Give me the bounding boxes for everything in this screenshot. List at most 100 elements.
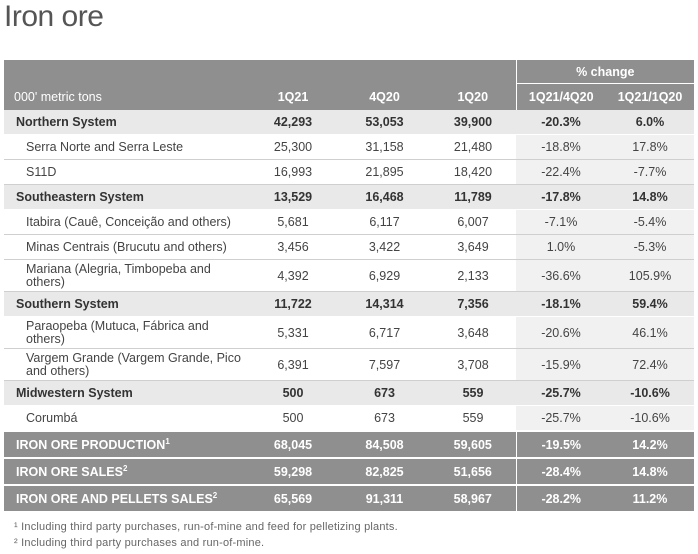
table-cell: -25.7% [516,380,606,406]
table-cell: 7,356 [430,291,516,317]
footnote-marker: 2 [212,490,218,500]
table-cell: 3,422 [339,234,430,260]
table-cell: -28.2% [515,484,606,511]
row-label-text: Northern System [16,115,117,129]
table-row: Vargem Grande (Vargem Grande, Pico and o… [4,348,695,381]
table-cell: -28.4% [515,457,606,485]
table-row: Corumbá 500 673 559 -25.7% -10.6% [4,405,695,432]
table-cell: 25,300 [247,134,339,160]
table-cell: -36.6% [516,259,606,292]
table-cell: -17.8% [516,184,606,210]
table-cell: 16,993 [247,159,339,185]
table-cell: 11,789 [430,184,516,210]
table-cell: 6,391 [247,348,339,381]
table-row: Minas Centrais (Brucutu and others) 3,456… [4,234,695,260]
table-cell: 5,331 [247,316,339,349]
pct-change-header: % change [515,60,695,84]
footnotes: ¹ Including third party purchases, run-o… [14,519,398,551]
table-cell: 105.9% [606,259,695,292]
table-cell: 58,967 [430,484,516,511]
total-row: IRON ORE SALES2 59,298 82,825 51,656 -28.4% 1… [4,457,695,485]
table-row: Paraopeba (Mutuca, Fábrica and others) 5,… [4,316,695,349]
table-cell: 18,420 [430,159,516,185]
table-cell: 68,045 [247,430,339,458]
table-cell: -25.7% [516,405,606,432]
table-cell: 4,392 [247,259,339,292]
row-label: Southeastern System [4,184,247,210]
col-header-1q21-1q20: 1Q21/1Q20 [606,83,695,110]
table-cell: 84,508 [339,430,430,458]
table-cell: 16,468 [339,184,430,210]
table-cell: 31,158 [339,134,430,160]
table-cell: 46.1% [606,316,695,349]
footnote-marker: 1 [165,436,170,446]
table-cell: -5.3% [606,234,695,260]
table-cell: -10.6% [606,380,695,406]
table-cell: -5.4% [606,209,695,235]
table-cell: -22.4% [516,159,606,185]
row-label-text: IRON ORE PRODUCTION [16,438,166,453]
row-label-text: IRON ORE AND PELLETS SALES [16,492,213,507]
row-label: Corumbá [4,405,247,432]
row-label: IRON ORE SALES2 [4,457,247,485]
table-cell: 500 [247,405,339,432]
table-cell: 17.8% [606,134,695,160]
table-row: Serra Norte and Serra Leste 25,300 31,158 2… [4,134,695,160]
row-label: Itabira (Cauê, Conceição and others) [4,209,247,235]
table-cell: 42,293 [247,110,339,135]
table-cell: 6,717 [339,316,430,349]
table-cell: 14.8% [606,457,695,485]
system-row: Midwestern System 500 673 559 -25.7% -10.6% [4,380,695,406]
table-cell: 72.4% [606,348,695,381]
row-label-text: S11D [26,165,57,179]
row-label-text: Southeastern System [16,190,144,204]
col-header-1q21-4q20: 1Q21/4Q20 [515,83,606,110]
row-label: Minas Centrais (Brucutu and others) [4,234,247,260]
row-label: Southern System [4,291,247,317]
header-row-top: % change [4,60,695,84]
table-cell: 673 [339,405,430,432]
row-label: IRON ORE PRODUCTION1 [4,430,247,458]
table-cell: -10.6% [606,405,695,432]
table-cell: 21,480 [430,134,516,160]
table-cell: 65,569 [247,484,339,511]
table-cell: -18.1% [516,291,606,317]
table-cell: -7.7% [606,159,695,185]
table-cell: 21,895 [339,159,430,185]
table-cell: 6,929 [339,259,430,292]
table-cell: 3,648 [430,316,516,349]
system-row: Southeastern System 13,529 16,468 11,789 -17… [4,184,695,210]
table-cell: 91,311 [339,484,430,511]
table-cell: 559 [430,380,516,406]
iron-ore-table: % change 000' metric tons 1Q21 4Q20 1Q20… [4,60,695,511]
row-label-text: Serra Norte and Serra Leste [26,140,184,154]
table-cell: 3,708 [430,348,516,381]
total-row: IRON ORE AND PELLETS SALES2 65,569 91,311 5… [4,484,695,511]
table-cell: 500 [247,380,339,406]
system-row: Northern System 42,293 53,053 39,900 -20.3% 6… [4,110,695,135]
footnote-marker: 2 [122,463,128,473]
table-cell: 59.4% [606,291,695,317]
table-cell: 559 [430,405,516,432]
row-label: Midwestern System [4,380,247,406]
table-cell: 82,825 [339,457,430,485]
row-label: S11D [4,159,247,185]
row-label-text: Southern System [16,297,119,311]
table-cell: 14.2% [606,430,695,458]
footnote-1: ¹ Including third party purchases, run-o… [14,521,398,533]
unit-header: 000' metric tons [4,83,247,110]
table-cell: -20.3% [516,110,606,135]
table-row: Mariana (Alegria, Timbopeba and others) 4… [4,259,695,292]
row-label-text: Paraopeba (Mutuca, Fábrica and others) [26,318,209,346]
table-cell: 11,722 [247,291,339,317]
table-cell: 59,298 [247,457,339,485]
table-cell: 3,456 [247,234,339,260]
row-label: Serra Norte and Serra Leste [4,134,247,160]
row-label-text: Itabira (Cauê, Conceição and others) [26,215,231,229]
table-cell: 59,605 [430,430,516,458]
table-cell: 11.2% [606,484,695,511]
table-cell: 53,053 [339,110,430,135]
table-cell: 51,656 [430,457,516,485]
table-cell: 1.0% [516,234,606,260]
row-label-text: IRON ORE SALES [16,465,123,480]
